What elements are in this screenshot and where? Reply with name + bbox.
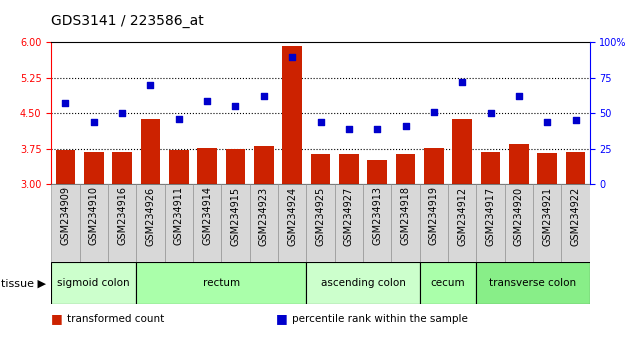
Bar [193, 184, 221, 262]
Bar [565, 153, 585, 326]
Point [88, 119, 99, 125]
Bar [221, 184, 249, 262]
Bar [339, 154, 359, 326]
Point [372, 126, 382, 132]
Text: GSM234909: GSM234909 [60, 187, 71, 245]
Bar [56, 150, 76, 326]
Bar [169, 150, 188, 326]
Bar [533, 184, 562, 262]
Text: GSM234920: GSM234920 [514, 187, 524, 246]
Bar [395, 154, 415, 326]
Point [174, 116, 184, 122]
Bar [420, 262, 476, 304]
Point [202, 98, 212, 103]
Bar [226, 149, 246, 326]
Bar [453, 119, 472, 326]
Bar [51, 184, 79, 262]
Text: GSM234914: GSM234914 [202, 187, 212, 245]
Bar [137, 262, 306, 304]
Text: GSM234927: GSM234927 [344, 187, 354, 246]
Point [429, 109, 439, 115]
Bar [278, 184, 306, 262]
Text: GSM234911: GSM234911 [174, 187, 184, 245]
Point [542, 119, 553, 125]
Bar [311, 154, 330, 326]
Bar [448, 184, 476, 262]
Point [513, 93, 524, 99]
Point [485, 110, 495, 116]
Point [259, 93, 269, 99]
Bar [476, 184, 504, 262]
Bar [537, 153, 557, 326]
Text: GSM234923: GSM234923 [259, 187, 269, 246]
Text: ■: ■ [51, 312, 63, 325]
Text: GSM234917: GSM234917 [485, 187, 495, 246]
Text: GSM234910: GSM234910 [89, 187, 99, 245]
Text: GSM234918: GSM234918 [401, 187, 410, 245]
Bar [424, 148, 444, 326]
Point [230, 103, 240, 109]
Text: GSM234913: GSM234913 [372, 187, 382, 245]
Text: GSM234915: GSM234915 [231, 187, 240, 246]
Text: GSM234922: GSM234922 [570, 187, 581, 246]
Text: cecum: cecum [431, 278, 465, 288]
Bar [51, 262, 137, 304]
Text: ■: ■ [276, 312, 287, 325]
Point [344, 126, 354, 132]
Bar [367, 160, 387, 326]
Bar [562, 184, 590, 262]
Text: ascending colon: ascending colon [320, 278, 406, 288]
Text: GSM234921: GSM234921 [542, 187, 552, 246]
Bar [306, 262, 420, 304]
Point [401, 123, 411, 129]
Bar [509, 144, 529, 326]
Bar [335, 184, 363, 262]
Bar [476, 262, 590, 304]
Text: percentile rank within the sample: percentile rank within the sample [292, 314, 467, 324]
Point [60, 101, 71, 106]
Bar [306, 184, 335, 262]
Text: GSM234925: GSM234925 [315, 187, 326, 246]
Text: GSM234916: GSM234916 [117, 187, 127, 245]
Text: transformed count: transformed count [67, 314, 165, 324]
Text: GSM234919: GSM234919 [429, 187, 439, 245]
Bar [84, 153, 104, 326]
Bar [79, 184, 108, 262]
Point [570, 118, 581, 123]
Bar [392, 184, 420, 262]
Bar [254, 146, 274, 326]
Point [315, 119, 326, 125]
Text: GSM234924: GSM234924 [287, 187, 297, 246]
Bar [481, 153, 501, 326]
Bar [363, 184, 392, 262]
Point [457, 79, 467, 85]
Text: GDS3141 / 223586_at: GDS3141 / 223586_at [51, 14, 204, 28]
Point [117, 110, 128, 116]
Bar [282, 46, 302, 326]
Text: rectum: rectum [203, 278, 240, 288]
Text: tissue ▶: tissue ▶ [1, 278, 46, 288]
Bar [112, 152, 132, 326]
Bar [420, 184, 448, 262]
Bar [137, 184, 165, 262]
Bar [165, 184, 193, 262]
Bar [504, 184, 533, 262]
Bar [197, 148, 217, 326]
Point [146, 82, 156, 88]
Bar [140, 119, 160, 326]
Point [287, 54, 297, 59]
Text: sigmoid colon: sigmoid colon [58, 278, 130, 288]
Text: GSM234912: GSM234912 [457, 187, 467, 246]
Bar [249, 184, 278, 262]
Bar [108, 184, 137, 262]
Text: transverse colon: transverse colon [490, 278, 577, 288]
Text: GSM234926: GSM234926 [146, 187, 156, 246]
